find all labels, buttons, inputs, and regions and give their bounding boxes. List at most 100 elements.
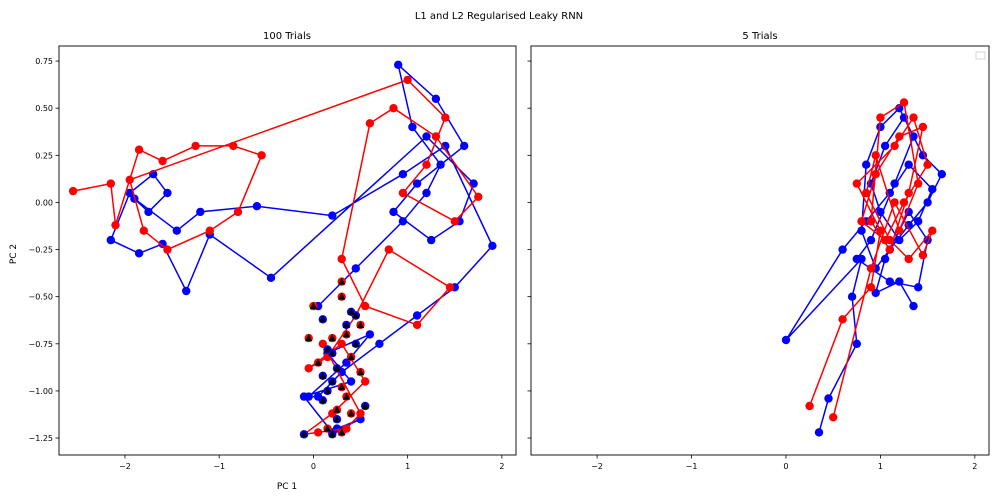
y-tick-label: −0.75 <box>28 340 53 349</box>
data-point-blue <box>871 288 880 298</box>
start-marker-triangle <box>342 392 350 400</box>
tick-marks-left: −2 −1 0 1 2 −1.25 −1.00 −0.75 −0.50 −0.25 0.00 0.25… <box>28 57 504 471</box>
data-point-red <box>431 132 441 141</box>
data-point-red <box>191 141 200 151</box>
axes-frame-right <box>530 45 990 456</box>
start-marker-triangle <box>352 311 360 319</box>
panel-title-right: 5 Trials <box>742 31 777 42</box>
data-point-red <box>895 132 904 141</box>
data-point-red <box>257 151 266 160</box>
data-point-blue <box>857 226 866 235</box>
data-point-blue <box>394 60 403 69</box>
data-point-blue <box>914 283 923 292</box>
data-point-blue <box>163 188 172 198</box>
data-point-red <box>862 188 871 198</box>
data-point-blue <box>342 358 351 367</box>
data-point-blue <box>937 170 946 179</box>
data-point-blue <box>914 217 923 226</box>
data-point-red <box>134 145 144 154</box>
start-marker-triangle <box>305 334 313 342</box>
start-marker-triangle <box>356 368 365 376</box>
x-tick-label: 0 <box>783 462 788 471</box>
data-point-blue <box>158 239 167 249</box>
data-point-blue <box>876 207 885 217</box>
data-point-red <box>365 119 375 128</box>
data-point-red <box>403 75 412 85</box>
data-point-blue <box>847 292 857 301</box>
data-point-red <box>139 226 148 235</box>
data-point-blue <box>838 245 847 254</box>
x-tick-label: 2 <box>499 462 504 471</box>
y-tick-label: 0.75 <box>35 57 53 66</box>
data-point-red <box>829 413 838 422</box>
data-point-blue <box>346 377 356 386</box>
data-point-blue <box>880 254 890 264</box>
data-point-red <box>229 141 238 151</box>
data-point-blue <box>895 235 904 245</box>
panel-5-trials: 5 Trials −2 −1 0 1 2 <box>527 31 990 471</box>
y-tick-label: −1.00 <box>28 387 53 396</box>
data-point-red <box>923 160 932 169</box>
data-point-blue <box>469 179 478 188</box>
start-marker-triangle <box>314 358 322 366</box>
data-point-blue <box>351 264 360 273</box>
start-marker-triangle <box>338 277 346 285</box>
data-point-red <box>313 428 323 437</box>
data-point-blue <box>398 217 408 226</box>
start-marker-triangle <box>328 334 336 342</box>
data-point-blue <box>852 339 861 348</box>
x-tick-label: −2 <box>119 462 131 471</box>
series-line-blue <box>785 106 943 433</box>
data-point-blue <box>252 202 262 211</box>
tick-marks-right: −2 −1 0 1 2 <box>527 60 977 471</box>
x-tick-label: 2 <box>972 462 977 471</box>
data-point-blue <box>375 339 384 348</box>
start-marker-triangle <box>328 349 336 357</box>
plot-area-left <box>68 60 497 439</box>
start-marker-triangle <box>347 409 355 417</box>
x-tick-label: −2 <box>591 462 603 471</box>
data-point-red <box>384 245 393 254</box>
data-point-blue <box>422 188 431 198</box>
data-point-blue <box>876 122 885 132</box>
data-point-blue <box>328 211 337 220</box>
start-marker-triangle <box>328 430 336 438</box>
data-point-red <box>852 179 861 188</box>
data-point-red <box>899 98 909 107</box>
data-point-red <box>871 170 880 179</box>
y-axis-label: PC 2 <box>9 244 19 264</box>
data-point-red <box>885 235 894 245</box>
x-tick-label: 1 <box>878 462 883 471</box>
data-point-red <box>890 198 899 207</box>
y-tick-label: −1.25 <box>28 434 53 443</box>
data-point-red <box>318 339 327 348</box>
data-point-blue <box>904 160 913 169</box>
data-point-red <box>205 226 214 235</box>
data-point-blue <box>196 207 205 217</box>
data-point-red <box>904 188 913 198</box>
data-point-blue <box>890 179 899 188</box>
data-point-blue <box>365 330 375 339</box>
data-point-blue <box>909 132 918 141</box>
data-point-red <box>871 151 880 160</box>
y-tick-label: −0.50 <box>28 293 53 302</box>
start-marker-triangle <box>319 371 327 379</box>
start-marker-triangle <box>333 405 341 413</box>
data-point-red <box>441 113 450 122</box>
data-point-blue <box>909 301 918 311</box>
data-point-blue <box>412 311 422 320</box>
start-marker-triangle <box>319 396 327 404</box>
data-point-blue <box>885 277 894 286</box>
data-point-blue <box>299 392 309 401</box>
data-point-blue <box>398 170 408 179</box>
start-marker-triangle <box>361 401 369 409</box>
data-point-red <box>450 217 459 226</box>
data-point-blue <box>460 141 469 151</box>
data-point-blue <box>824 394 833 403</box>
data-point-blue <box>814 428 824 437</box>
data-point-blue <box>923 198 932 207</box>
plot-area-right <box>781 98 946 437</box>
data-point-blue <box>904 220 913 230</box>
data-point-blue <box>488 241 497 250</box>
